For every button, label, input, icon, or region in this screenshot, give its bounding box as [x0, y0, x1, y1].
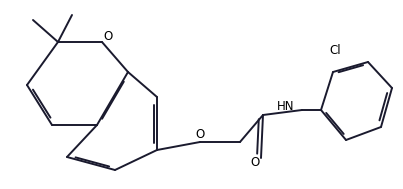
Text: O: O — [250, 156, 260, 170]
Text: HN: HN — [277, 101, 295, 114]
Text: Cl: Cl — [329, 43, 341, 57]
Text: O: O — [195, 129, 205, 142]
Text: O: O — [104, 29, 112, 43]
